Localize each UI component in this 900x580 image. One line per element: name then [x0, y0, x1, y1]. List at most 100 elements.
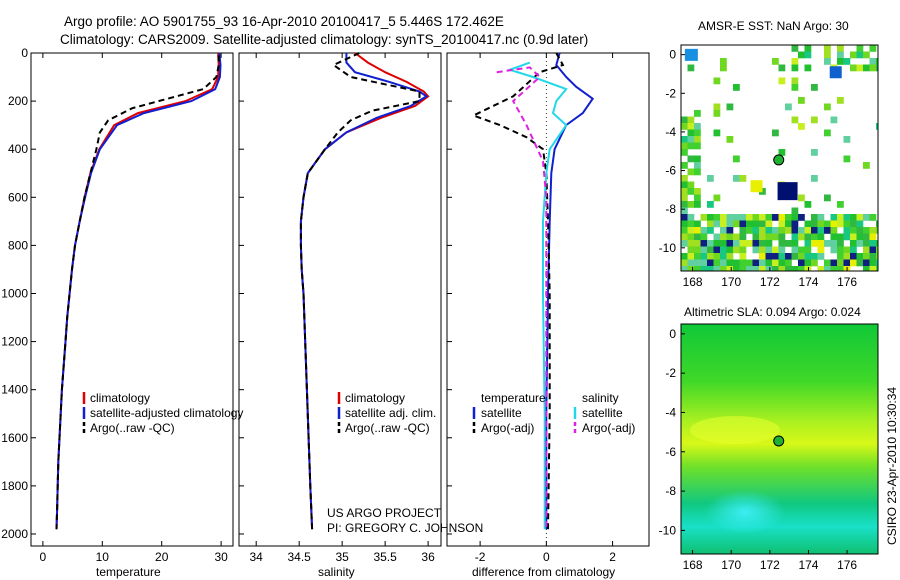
sst-cell [681, 181, 688, 189]
sst-cell [778, 253, 786, 260]
sst-cell [869, 253, 877, 260]
sst-cell [798, 97, 805, 104]
sst-cell [765, 266, 773, 271]
sst-cell [798, 194, 805, 202]
sst-cell [700, 253, 708, 260]
sst-cell [681, 220, 688, 228]
x-tick-label: 2 [609, 550, 616, 564]
sst-cell [694, 201, 701, 208]
difference-legend-salinity-title: salinity [582, 391, 619, 405]
sst-cell [856, 227, 864, 234]
sst-cell [726, 227, 734, 234]
sla-map-ticks: 168 170 172 174 176 0 -2 -4 -6 -8 -10 [659, 327, 858, 572]
sst-cell [739, 220, 747, 228]
map-x-tick-label: 172 [760, 558, 780, 572]
sst-cell [830, 220, 838, 228]
sst-cell [681, 240, 688, 247]
sst-cell [830, 233, 838, 241]
temperature-panel: 0 200 400 600 800 1000 1200 1400 1600 1800 2000 0 1… [1, 46, 243, 579]
sst-cell [681, 116, 688, 124]
sst-cell [759, 220, 766, 228]
sst-cell [817, 240, 825, 247]
sst-cell [876, 246, 878, 254]
sst-cell [876, 58, 878, 65]
x-tick-label: 0 [40, 550, 47, 564]
sst-cell [726, 246, 734, 254]
temperature-legend: climatology satellite-adjusted climatolo… [82, 391, 243, 435]
sst-cell [778, 246, 786, 254]
sst-cell [694, 155, 701, 163]
sla-map-title: Altimetric SLA: 0.094 Argo: 0.024 [684, 305, 861, 319]
sst-cell [700, 233, 708, 241]
sst-cell [863, 266, 870, 271]
sst-cell [772, 266, 779, 271]
sst-cell [700, 240, 708, 247]
difference-x-ticks: -2 0 2 [447, 52, 616, 564]
sst-cell [707, 259, 714, 267]
sst-cell [778, 227, 786, 234]
sst-cell [785, 259, 792, 267]
sst-cell [863, 214, 870, 221]
sst-cell [811, 175, 818, 182]
sst-cell [804, 51, 812, 59]
sst-cell [778, 149, 786, 156]
sst-cell [824, 45, 831, 52]
sst-cell [681, 227, 688, 234]
sst-cell [850, 240, 857, 247]
difference-legend-temperature-title: temperature [481, 391, 546, 405]
sst-cell [817, 227, 825, 234]
sst-cell [720, 240, 727, 247]
sst-cell [843, 136, 851, 143]
figure-title-line1: Argo profile: AO 5901755_93 16-Apr-2010 … [64, 14, 504, 29]
sst-cell [681, 175, 688, 182]
sst-cell [772, 233, 779, 241]
x-tick-label: 35 [335, 550, 349, 564]
sst-argo-position-marker [773, 154, 785, 166]
sst-cell [798, 259, 805, 267]
difference-legend-sal-satellite: satellite [582, 406, 623, 420]
sst-cell [830, 240, 838, 247]
sst-cell [765, 214, 773, 221]
sst-cell [837, 266, 844, 271]
sst-map-ticks: 168 170 172 174 176 0 -2 -4 -6 -8 -10 [659, 48, 858, 289]
difference-x-label: difference from climatology [472, 565, 615, 579]
sst-cell [804, 253, 812, 260]
sst-cell [863, 240, 870, 247]
map-y-tick-label: -6 [665, 164, 676, 178]
sst-cell [759, 227, 766, 234]
sst-cell [707, 246, 714, 254]
map-y-tick-label: -2 [665, 366, 676, 380]
sst-cell [720, 233, 727, 241]
sst-cell [798, 246, 805, 254]
sst-cell [837, 214, 844, 221]
map-x-tick-label: 176 [837, 558, 857, 572]
sst-cell [837, 240, 844, 247]
x-tick-label: 20 [155, 550, 169, 564]
difference-panel: -2 0 2 difference from climatology tempera… [446, 52, 650, 579]
sst-cell [720, 266, 727, 271]
sst-cell [726, 214, 734, 221]
sst-cell [733, 233, 740, 241]
map-x-tick-label: 170 [721, 275, 741, 289]
sst-cell [791, 116, 799, 124]
x-tick-label: 0 [543, 550, 550, 564]
sst-cell [830, 116, 838, 124]
sst-cell [798, 266, 805, 271]
sst-cell [752, 246, 760, 254]
sst-cell [739, 259, 747, 267]
sst-cell [681, 136, 688, 143]
sst-cell [687, 233, 695, 241]
sst-cell [752, 259, 760, 267]
series-line-argo [299, 52, 421, 530]
sst-cell [687, 116, 695, 124]
sst-cell [707, 266, 714, 271]
sst-cell [863, 246, 870, 254]
sst-cell [752, 227, 760, 234]
difference-series [470, 52, 595, 530]
series-line-satellite [55, 52, 222, 530]
sst-cell [791, 77, 799, 85]
x-tick-label: 30 [214, 550, 228, 564]
sst-cell [765, 259, 773, 267]
sst-cell [811, 220, 818, 228]
sst-cell [869, 227, 877, 234]
